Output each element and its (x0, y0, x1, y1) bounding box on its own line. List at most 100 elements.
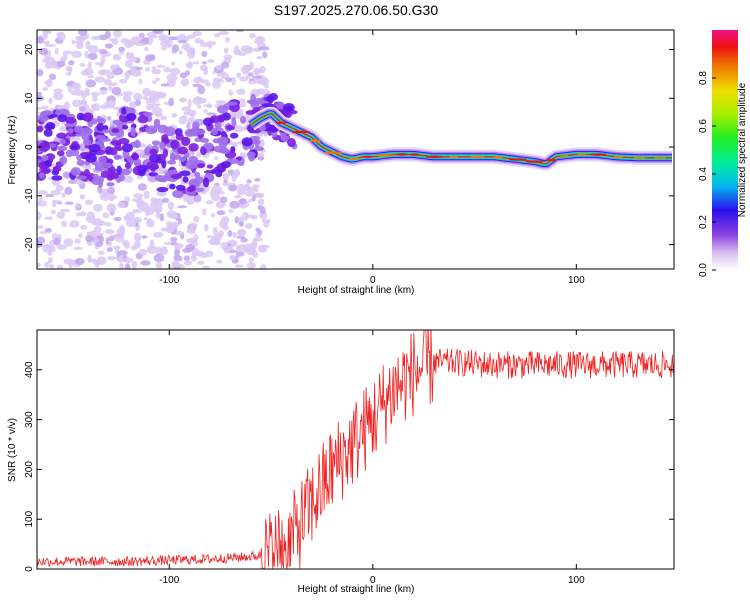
spectrogram-marks (37, 30, 674, 269)
spectrogram-noise-blob (123, 242, 131, 249)
spectrogram-noise-blob (212, 226, 218, 236)
spectrogram-noise-blob (37, 236, 46, 245)
spectrogram-signal-blob (126, 112, 137, 122)
spectrogram-noise-blob (258, 46, 270, 51)
spectrogram-noise-blob (137, 183, 148, 191)
spectrogram-noise-blob (152, 106, 163, 116)
spectrogram-hotspot (425, 155, 444, 159)
spectrogram-noise-blob (238, 221, 245, 227)
spectrogram-noise-blob (75, 212, 82, 217)
spectrogram-noise-blob (183, 111, 192, 116)
spectrogram-noise-blob (202, 208, 207, 216)
spectrogram-hotspot (291, 130, 311, 134)
spectrogram-noise-blob (110, 64, 118, 70)
snr-series-line (37, 330, 674, 569)
spectrogram-signal-blob (38, 113, 49, 123)
spectrogram-noise-blob (253, 67, 261, 76)
spectrogram-noise-blob (216, 259, 223, 264)
spectrogram-signal-blob (261, 103, 274, 108)
spectrogram-noise-blob (244, 214, 254, 218)
spectrogram-noise-blob (106, 71, 115, 80)
spectrogram-noise-blob (197, 85, 206, 95)
spectrogram-noise-blob (129, 52, 135, 61)
spectrogram-noise-blob (227, 230, 233, 238)
spectrogram-noise-blob (228, 208, 234, 214)
spectrogram-noise-blob (165, 221, 173, 227)
spectrogram-noise-blob (219, 196, 228, 204)
spectrogram-noise-blob (37, 211, 42, 221)
snr-xtick-label: 0 (370, 575, 376, 586)
spectrogram-noise-blob (167, 201, 175, 211)
spectrogram-signal-blob (231, 117, 237, 127)
spectrogram-ylabel: Frequency (Hz) (7, 116, 18, 185)
spectrogram-noise-blob (72, 83, 79, 89)
spectrogram-signal-blob (182, 176, 189, 183)
spectrogram-signal-blob (70, 145, 79, 151)
spectrogram-noise-blob (203, 67, 209, 76)
spectrogram-noise-blob (93, 218, 102, 226)
spectrogram-noise-blob (214, 156, 219, 161)
spectrogram-noise-blob (155, 77, 160, 82)
spectrogram-noise-blob (42, 86, 49, 91)
spectrogram-noise-blob (213, 33, 221, 38)
spectrogram-noise-blob (133, 92, 143, 102)
spectrogram-signal-blob (37, 125, 44, 133)
spectrogram-noise-blob (87, 254, 92, 263)
spectrogram-signal-blob (239, 116, 247, 124)
spectrogram-signal-blob (82, 112, 94, 123)
spectrogram-noise-blob (65, 65, 73, 71)
spectrogram-signal-blob (169, 183, 176, 190)
spectrogram-signal-blob (145, 125, 157, 135)
spectrogram-noise-blob (123, 72, 131, 77)
spectrogram-noise-blob (53, 91, 64, 101)
spectrogram-noise-blob (260, 264, 267, 269)
spectrogram-noise-blob (143, 190, 150, 200)
spectrogram-noise-blob (148, 90, 159, 100)
spectrogram-signal-blob (241, 137, 253, 147)
spectrogram-noise-blob (138, 32, 145, 38)
spectrogram-noise-blob (141, 235, 148, 239)
spectrogram-noise-blob (243, 185, 251, 192)
spectrogram-signal-blob (229, 132, 239, 139)
spectrogram-noise-blob (216, 210, 226, 216)
spectrogram-hotspot (275, 121, 288, 124)
spectrogram-noise-blob (223, 47, 229, 54)
colorbar-label: Normalized spectral amplitude (737, 82, 748, 217)
spectrogram-noise-blob (185, 61, 193, 69)
spectrogram-noise-blob (173, 254, 182, 262)
spectrogram-signal-blob (133, 158, 142, 168)
spectrogram-noise-blob (108, 99, 116, 107)
spectrogram-noise-blob (263, 84, 270, 89)
spectrogram-noise-blob (62, 50, 73, 55)
spectrogram-noise-blob (166, 73, 178, 83)
spectrogram-noise-blob (142, 96, 148, 101)
spectrogram-noise-blob (251, 195, 256, 202)
spectrogram-noise-blob (249, 61, 255, 71)
spectrogram-xtick-label: 100 (568, 275, 585, 286)
spectrogram-noise-blob (47, 257, 53, 264)
spectrogram-noise-blob (149, 201, 158, 211)
spectrogram-noise-blob (61, 220, 67, 228)
spectrogram-signal-blob (144, 146, 152, 157)
spectrogram-noise-blob (235, 244, 241, 253)
spectrogram-xtick-label: 0 (370, 275, 376, 286)
spectrogram-noise-blob (225, 36, 230, 43)
spectrogram-noise-blob (249, 33, 257, 39)
snr-xtick-label: 100 (568, 575, 585, 586)
spectrogram-signal-blob (39, 172, 45, 179)
colorbar-ticks: 0.0 0.2 0.4 0.6 0.8 (698, 71, 716, 277)
spectrogram-hotspot (577, 153, 587, 156)
spectrogram-ytick-label: 0 (24, 144, 35, 150)
spectrogram-noise-blob (123, 39, 134, 48)
spectrogram-signal-blob (149, 148, 158, 156)
spectrogram-noise-blob (231, 76, 237, 86)
spectrogram-noise-blob (95, 241, 104, 247)
snr-ytick-label: 0 (24, 566, 35, 572)
spectrogram-noise-blob (203, 109, 208, 114)
spectrogram-noise-blob (197, 97, 207, 104)
spectrogram-signal-blob (179, 170, 191, 177)
spectrogram-noise-blob (42, 244, 52, 248)
spectrogram-hotspot (362, 155, 373, 159)
spectrogram-signal-blob (76, 175, 88, 180)
